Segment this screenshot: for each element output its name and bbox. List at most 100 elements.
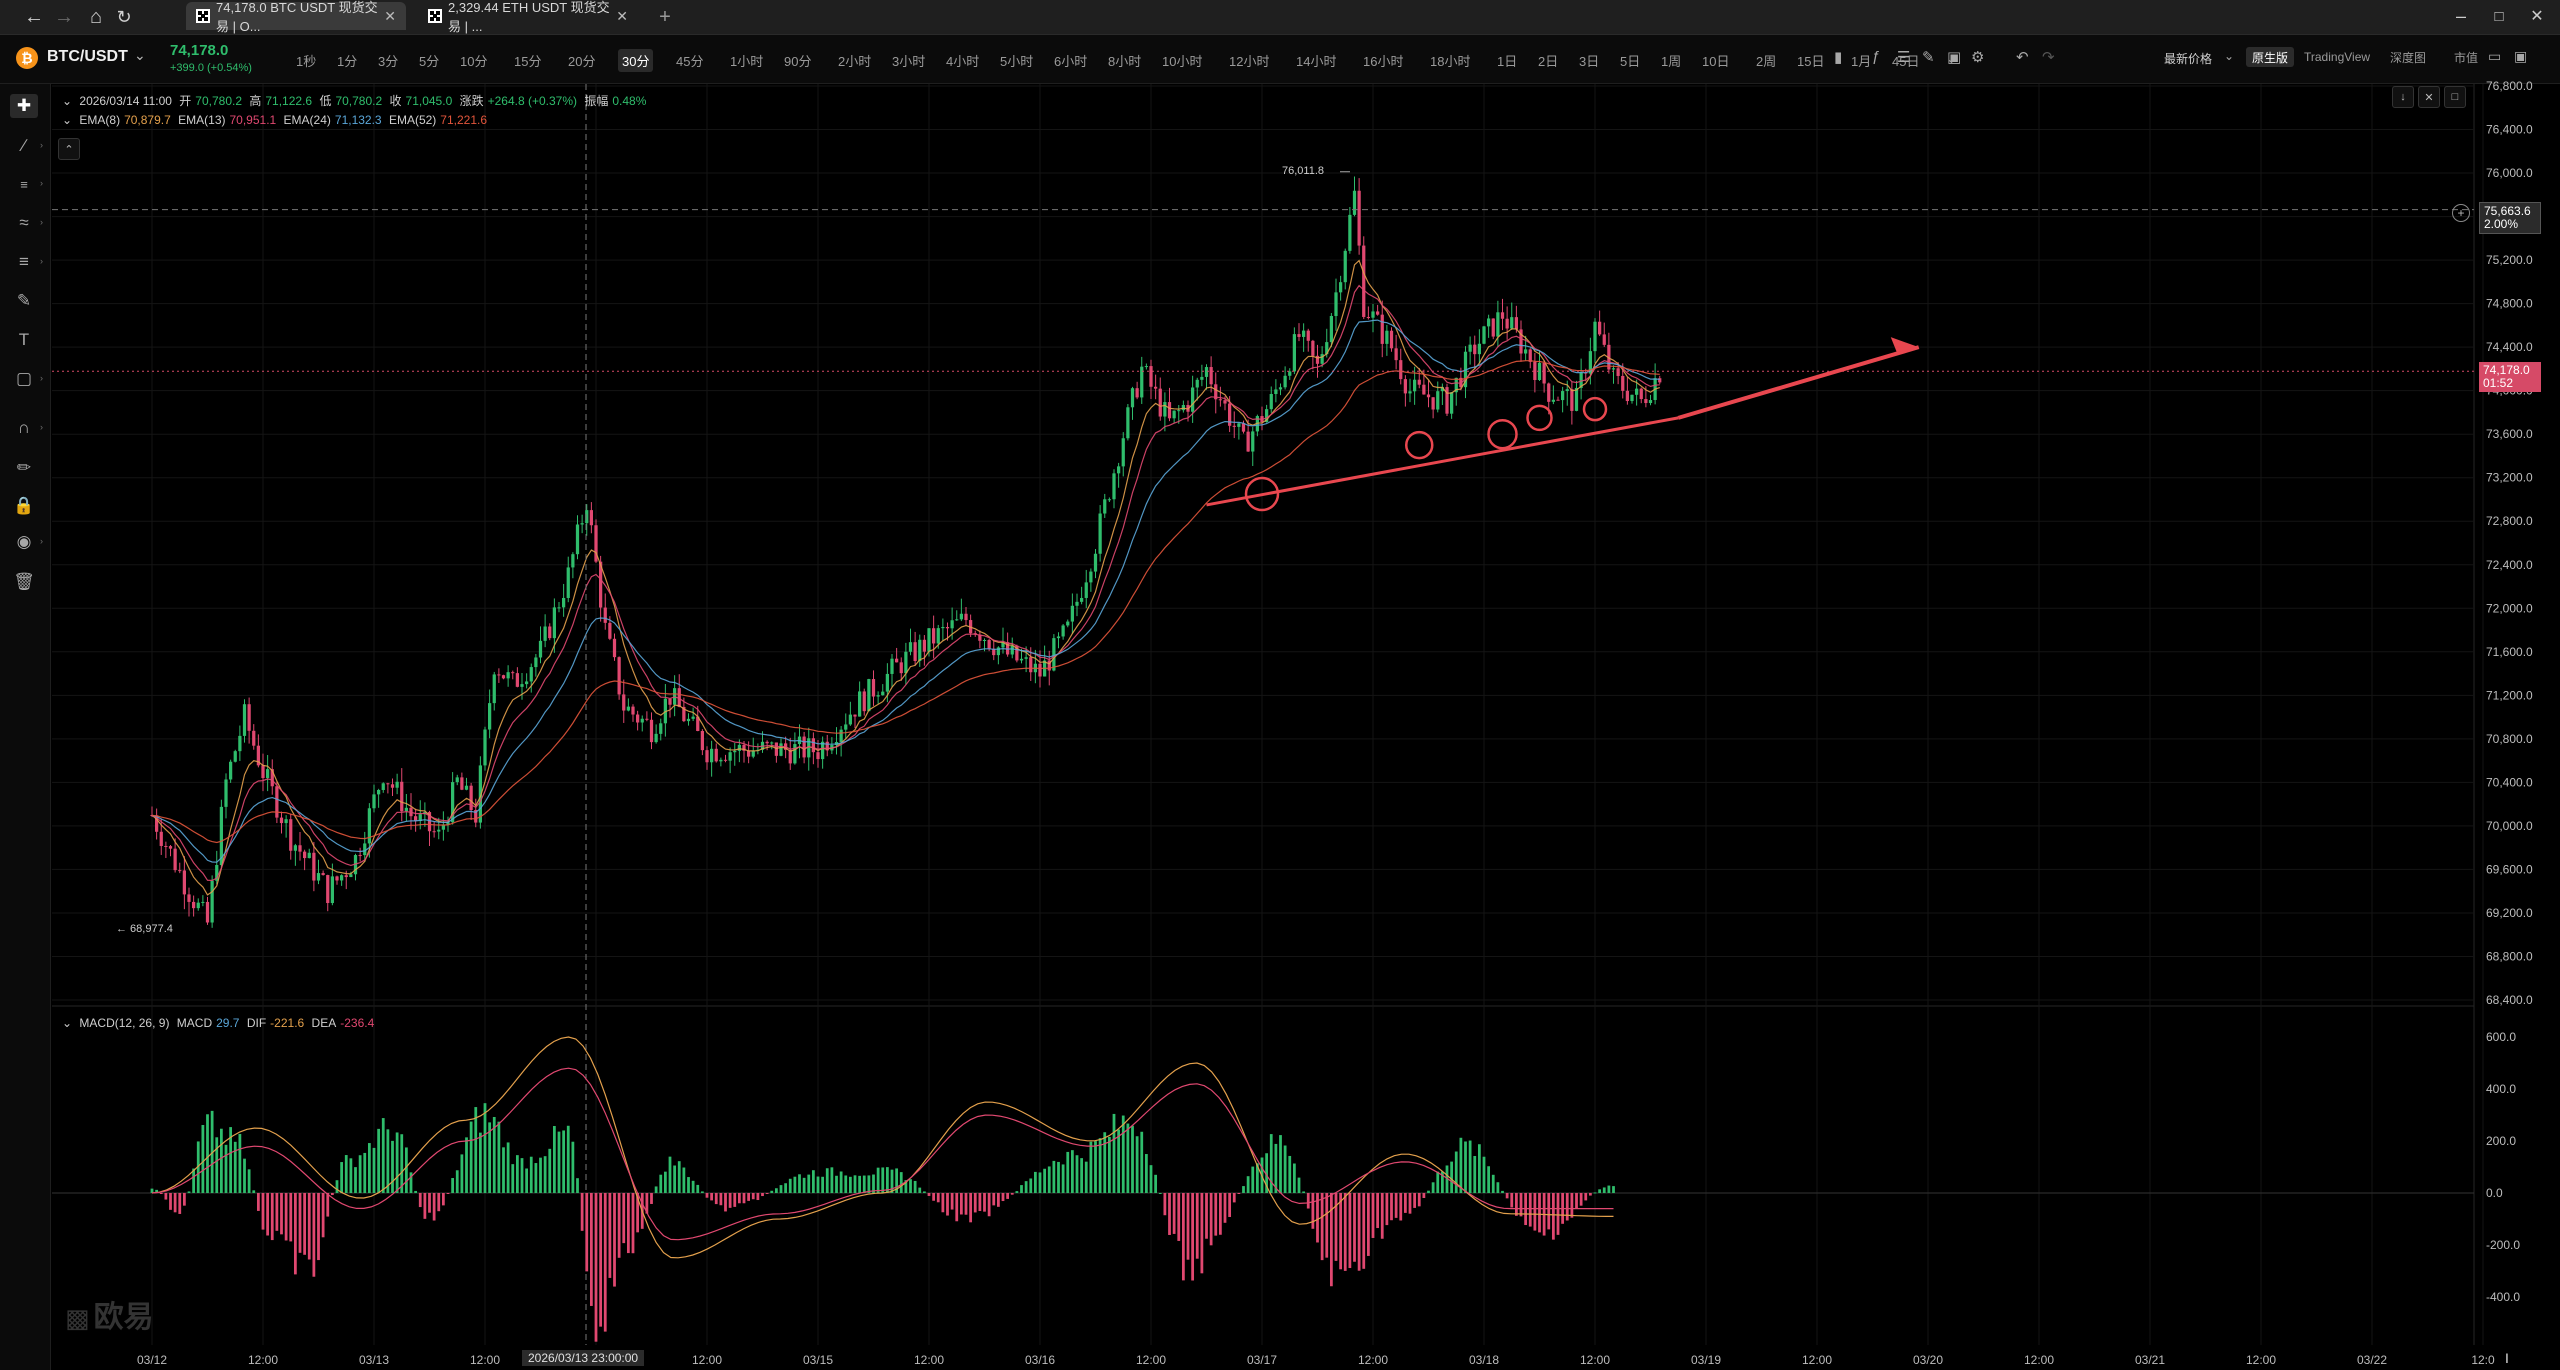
interval-0[interactable]: 1秒 [296, 54, 317, 69]
interval-23[interactable]: 2日 [1538, 54, 1559, 69]
macd-histogram-bar [1126, 1123, 1130, 1193]
fullscreen-icon[interactable]: ▣ [2514, 48, 2528, 64]
interval-5[interactable]: 15分 [514, 54, 542, 69]
candle-body [881, 691, 885, 696]
interval-1[interactable]: 1分 [337, 54, 358, 69]
template-icon[interactable]: ✎ [1922, 49, 1935, 66]
magnet-icon[interactable]: ∩ [17, 418, 31, 437]
interval-2[interactable]: 3分 [378, 54, 399, 69]
price-type-select[interactable]: 最新价格 [2164, 52, 2213, 66]
crosshair-icon[interactable]: ✚ [10, 94, 38, 118]
interval-26[interactable]: 1周 [1661, 54, 1682, 69]
view-tab-tradingview[interactable]: TradingView [2304, 50, 2371, 64]
interval-19[interactable]: 14小时 [1296, 54, 1337, 69]
text-tool-icon[interactable]: T [18, 330, 30, 349]
interval-16[interactable]: 8小时 [1108, 54, 1142, 69]
chevron-right-icon[interactable]: › [40, 373, 43, 383]
interval-8[interactable]: 45分 [676, 54, 704, 69]
interval-17[interactable]: 10小时 [1162, 54, 1203, 69]
view-tab-marketcap[interactable]: 市值 [2454, 50, 2479, 65]
home-icon[interactable]: ⌂ [89, 5, 103, 28]
undo-icon[interactable]: ↶ [2016, 49, 2029, 66]
interval-12[interactable]: 3小时 [892, 54, 926, 69]
macd-tick-label: 200.0 [2486, 1134, 2516, 1148]
interval-13[interactable]: 4小时 [946, 54, 980, 69]
new-tab-button[interactable]: + [659, 5, 671, 28]
redo-icon[interactable]: ↷ [2042, 49, 2055, 66]
chart-type-icon[interactable]: ▮ [1834, 49, 1843, 66]
pattern-icon[interactable]: ≈ [19, 213, 29, 232]
chevron-down-icon[interactable]: ⌄ [2224, 49, 2235, 63]
interval-14[interactable]: 5小时 [1000, 54, 1034, 69]
pair-symbol[interactable]: BTC/USDT [47, 48, 128, 65]
interval-9[interactable]: 1小时 [730, 54, 764, 69]
macd-histogram-bar [1154, 1174, 1158, 1193]
maximize-pane-icon[interactable]: □ [2444, 86, 2466, 108]
camera-icon[interactable]: ▣ [1947, 49, 1962, 66]
chevron-right-icon[interactable]: › [40, 536, 43, 546]
interval-10[interactable]: 90分 [784, 54, 812, 69]
collapse-icon[interactable]: ✕ [2418, 86, 2440, 108]
view-tab-depth[interactable]: 深度图 [2390, 50, 2427, 65]
interval-6[interactable]: 20分 [568, 54, 596, 69]
eye-icon[interactable]: ◉ [16, 532, 32, 551]
chevron-right-icon[interactable]: › [40, 422, 43, 432]
chevron-right-icon[interactable]: › [40, 140, 43, 150]
trendline-icon[interactable]: ∕ [22, 136, 26, 155]
trash-icon[interactable]: 🗑 [13, 572, 35, 591]
browser-tab-eth[interactable]: 2,329.44 ETH USDT 现货交易 | ... ✕ [418, 0, 638, 34]
reload-icon[interactable]: ↻ [116, 6, 132, 27]
collapse-legend-icon[interactable]: ⌃ [58, 138, 80, 160]
interval-28[interactable]: 2周 [1756, 54, 1777, 69]
interval-18[interactable]: 12小时 [1229, 54, 1270, 69]
indicators-icon[interactable]: ƒ [1872, 48, 1881, 65]
chevron-down-icon[interactable]: ⌄ [1946, 51, 1957, 66]
add-alert-icon[interactable]: + [2452, 204, 2470, 222]
channel-icon[interactable]: ≡ [19, 252, 29, 271]
close-window-icon[interactable]: ✕ [2530, 8, 2544, 25]
legend-chevron-icon[interactable]: ⌄ [62, 94, 73, 108]
interval-15[interactable]: 6小时 [1054, 54, 1088, 69]
interval-22[interactable]: 1日 [1497, 54, 1518, 69]
candle-body [1163, 402, 1167, 417]
browser-tab-btc[interactable]: 74,178.0 BTC USDT 现货交易 | O... ✕ [186, 0, 406, 34]
macd-histogram-bar [1547, 1193, 1551, 1230]
lock-icon[interactable]: 🔒 [13, 496, 35, 515]
legend-chevron-icon[interactable]: ⌄ [62, 1016, 73, 1030]
forward-arrow-icon[interactable]: → [54, 5, 74, 28]
amp-value: 0.48% [612, 94, 647, 108]
panel-icon[interactable]: ▭ [2488, 48, 2502, 64]
candle-body [1454, 377, 1458, 393]
fib-icon[interactable]: ≡ [20, 176, 28, 192]
move-down-icon[interactable]: ↓ [2392, 86, 2414, 108]
interval-20[interactable]: 16小时 [1363, 54, 1404, 69]
interval-7[interactable]: 30分 [618, 49, 654, 72]
settings-gear-icon[interactable]: ⚙ [1971, 49, 1985, 66]
chevron-down-icon[interactable]: ⌄ [134, 47, 146, 63]
legend-chevron-icon[interactable]: ⌄ [62, 113, 73, 127]
layout-icon[interactable]: ☰ [1897, 49, 1911, 66]
interval-31[interactable]: 45日 [1892, 54, 1920, 69]
minimize-icon[interactable]: – [2455, 5, 2466, 26]
ruler-icon[interactable]: ✎ [16, 291, 32, 310]
interval-4[interactable]: 10分 [460, 54, 488, 69]
interval-24[interactable]: 3日 [1579, 54, 1600, 69]
interval-30[interactable]: 1月 [1851, 54, 1872, 69]
interval-25[interactable]: 5日 [1620, 54, 1641, 69]
chevron-right-icon[interactable]: › [40, 217, 43, 227]
interval-3[interactable]: 5分 [419, 54, 440, 69]
chevron-right-icon[interactable]: › [40, 178, 43, 188]
close-icon[interactable]: ✕ [384, 7, 396, 24]
back-arrow-icon[interactable]: ← [24, 5, 44, 28]
interval-21[interactable]: 18小时 [1430, 54, 1471, 69]
maximize-icon[interactable]: □ [2494, 7, 2504, 25]
pencil-icon[interactable]: ✏ [16, 458, 32, 477]
close-icon[interactable]: ✕ [616, 7, 628, 24]
chevron-right-icon[interactable]: › [40, 256, 43, 266]
interval-27[interactable]: 10日 [1702, 54, 1730, 69]
interval-11[interactable]: 2小时 [838, 54, 872, 69]
view-tab-native[interactable]: 原生版 [2246, 47, 2295, 67]
interval-29[interactable]: 15日 [1797, 54, 1825, 69]
shape-icon[interactable]: ▢ [15, 369, 33, 388]
